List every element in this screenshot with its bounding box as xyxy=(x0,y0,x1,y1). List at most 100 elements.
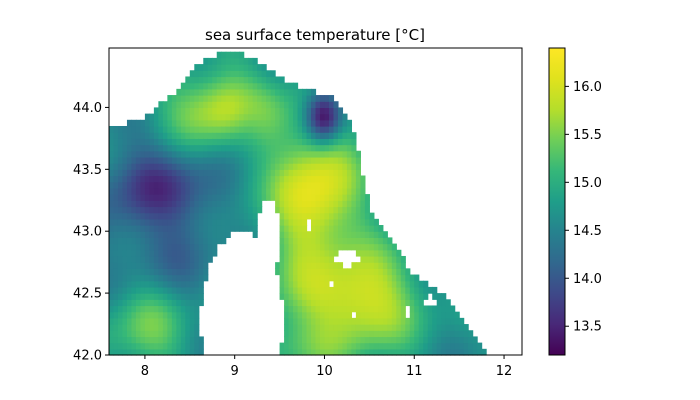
heatmap-cell xyxy=(445,342,451,350)
heatmap-cell xyxy=(364,268,370,276)
heatmap-cell xyxy=(252,64,258,71)
heatmap-cell xyxy=(293,317,299,325)
heatmap-cell xyxy=(149,200,155,208)
heatmap-cell xyxy=(185,268,191,276)
heatmap-cell xyxy=(288,212,294,220)
heatmap-cell xyxy=(113,348,119,356)
heatmap-cell xyxy=(306,243,312,251)
heatmap-cell xyxy=(306,262,312,269)
heatmap-cell xyxy=(144,119,150,127)
heatmap-cell xyxy=(306,187,312,195)
heatmap-cell xyxy=(342,311,348,319)
heatmap-cell xyxy=(109,225,115,232)
heatmap-cell xyxy=(315,163,321,170)
heatmap-cell xyxy=(328,311,335,319)
heatmap-cell xyxy=(364,200,370,208)
heatmap-cell xyxy=(293,187,299,195)
heatmap-cell xyxy=(270,101,276,109)
heatmap-cell xyxy=(324,200,330,208)
heatmap-cell xyxy=(171,305,177,313)
heatmap-cell xyxy=(221,175,227,183)
heatmap-cell xyxy=(293,280,299,288)
heatmap-cell xyxy=(176,280,182,288)
heatmap-cell xyxy=(198,262,204,269)
heatmap-cell xyxy=(158,268,164,276)
heatmap-cell xyxy=(288,218,294,226)
heatmap-cell xyxy=(248,150,254,158)
heatmap-cell xyxy=(319,225,326,232)
heatmap-cell xyxy=(109,144,115,152)
heatmap-cell xyxy=(355,274,361,282)
heatmap-cell xyxy=(216,57,222,65)
heatmap-cell xyxy=(252,212,258,220)
heatmap-cell xyxy=(342,119,348,127)
heatmap-cell xyxy=(311,113,317,121)
heatmap-cell xyxy=(167,311,173,319)
heatmap-cell xyxy=(162,113,168,121)
heatmap-cell xyxy=(302,194,308,201)
heatmap-cell xyxy=(194,194,200,201)
heatmap-cell xyxy=(140,218,146,226)
heatmap-cell xyxy=(117,187,124,195)
heatmap-cell xyxy=(176,200,182,208)
heatmap-cell xyxy=(275,125,281,133)
heatmap-cell xyxy=(266,95,272,102)
heatmap-cell xyxy=(387,274,393,282)
heatmap-cell xyxy=(427,286,433,294)
heatmap-cell xyxy=(135,144,142,152)
heatmap-cell xyxy=(189,212,195,220)
heatmap-cell xyxy=(126,274,133,282)
heatmap-cell xyxy=(162,163,168,170)
heatmap-cell xyxy=(149,206,155,214)
heatmap-cell xyxy=(117,262,124,269)
heatmap-cell xyxy=(436,299,442,307)
heatmap-cell xyxy=(109,132,115,139)
heatmap-cell xyxy=(252,150,258,158)
heatmap-cell xyxy=(396,342,402,350)
heatmap-cell xyxy=(171,187,177,195)
heatmap-cell xyxy=(297,181,303,189)
heatmap-cell xyxy=(302,181,308,189)
heatmap-cell xyxy=(203,163,209,170)
heatmap-cell xyxy=(297,293,303,300)
heatmap-cell xyxy=(288,169,294,177)
heatmap-cell xyxy=(284,317,290,325)
heatmap-cell xyxy=(171,175,177,183)
heatmap-cell xyxy=(221,187,227,195)
heatmap-cell xyxy=(117,268,124,276)
heatmap-cell xyxy=(225,206,231,214)
heatmap-cell xyxy=(351,330,357,338)
heatmap-cell xyxy=(333,200,339,208)
heatmap-cell xyxy=(302,138,308,146)
heatmap-cell xyxy=(140,237,146,245)
heatmap-cell xyxy=(126,305,133,313)
heatmap-cell xyxy=(450,324,456,331)
heatmap-cell xyxy=(252,70,258,78)
heatmap-cell xyxy=(351,348,357,356)
heatmap-cell xyxy=(248,138,254,146)
heatmap-cell xyxy=(319,348,326,356)
heatmap-cell xyxy=(261,163,267,170)
heatmap-cell xyxy=(382,243,388,251)
heatmap-cell xyxy=(319,101,326,109)
heatmap-cell xyxy=(324,150,330,158)
heatmap-cell xyxy=(140,274,146,282)
heatmap-cell xyxy=(135,212,142,220)
heatmap-cell xyxy=(328,175,335,183)
heatmap-cell xyxy=(122,125,128,133)
heatmap-cell xyxy=(275,156,281,164)
heatmap-cell xyxy=(180,286,186,294)
heatmap-cell xyxy=(319,156,326,164)
heatmap-cell xyxy=(140,286,146,294)
heatmap-cell xyxy=(194,169,200,177)
heatmap-cell xyxy=(293,286,299,294)
heatmap-cell xyxy=(162,119,168,127)
heatmap-cell xyxy=(203,200,209,208)
heatmap-cell xyxy=(144,336,150,344)
heatmap-cell xyxy=(203,175,209,183)
heatmap-cell xyxy=(212,88,218,96)
heatmap-cell xyxy=(221,218,227,226)
heatmap-cell xyxy=(378,348,384,356)
heatmap-cell xyxy=(306,200,312,208)
heatmap-cell xyxy=(441,348,447,356)
